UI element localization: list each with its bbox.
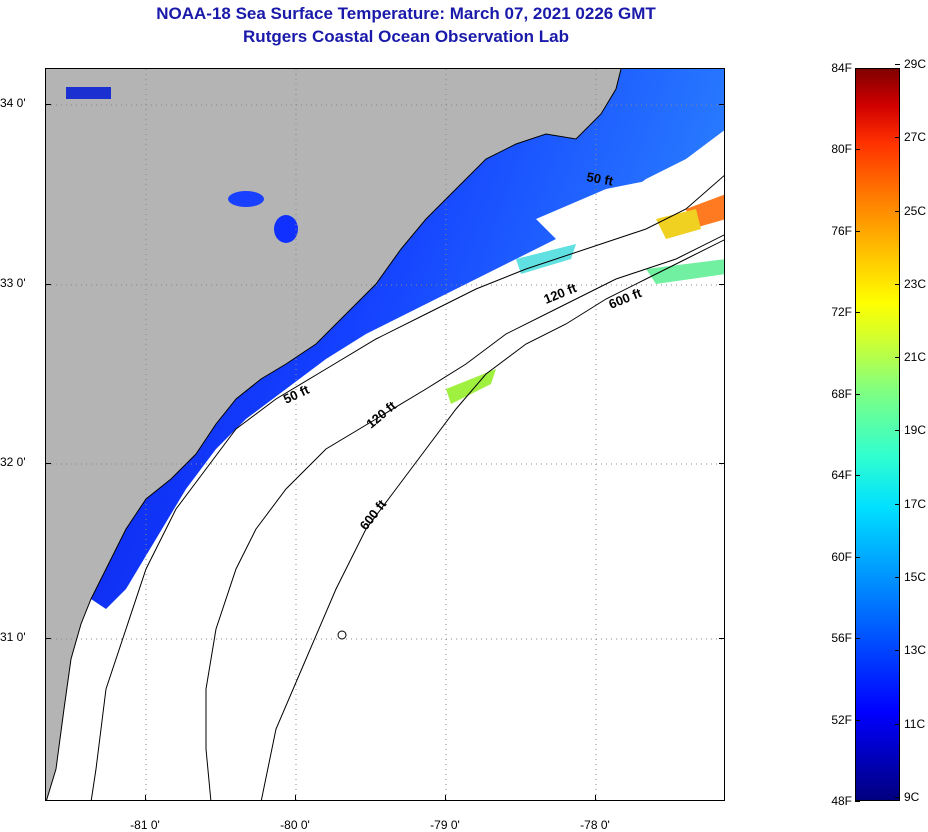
colorbar-tick-f — [855, 475, 860, 477]
colorbar-label-f: 60F — [831, 549, 852, 564]
contour-label-120ft-north: 120 ft — [542, 280, 580, 307]
colorbar-tick-c — [895, 577, 900, 579]
colorbar-tick-c — [895, 650, 900, 652]
colorbar-label-c: 23C — [904, 276, 927, 291]
colorbar-label-c: 9C — [904, 789, 920, 804]
colorbar-label-c: 29C — [904, 56, 927, 71]
sst-map-canvas: 50 ft 120 ft 600 ft 50 ft 120 ft 600 ft — [46, 69, 724, 800]
graticule — [46, 69, 724, 800]
lat-label-32: 32 0' — [0, 455, 26, 469]
colorbar-tick-c — [895, 210, 900, 212]
lat-label-31: 31 0' — [0, 630, 26, 644]
contour-label-50ft-north: 50 ft — [585, 169, 615, 189]
colorbar-tick-c — [895, 357, 900, 359]
sst-water-band — [91, 69, 724, 609]
colorbar-tick-c — [895, 283, 900, 285]
colorbar-tick-f — [855, 68, 860, 69]
colorbar-label-c: 15C — [904, 570, 927, 585]
colorbar-label-f: 64F — [831, 468, 852, 483]
cyan-patch — [516, 244, 576, 274]
coastline — [46, 69, 622, 800]
colorbar-tick-c — [895, 723, 900, 725]
warm-patch-yellow — [656, 209, 701, 239]
colorbar-tick-c — [895, 503, 900, 505]
colorbar-label-c: 27C — [904, 130, 927, 145]
colorbar-label-f: 68F — [831, 386, 852, 401]
cloud-patch — [536, 177, 686, 239]
lake-3 — [66, 87, 111, 99]
colorbar-tick-f — [855, 149, 860, 151]
lake-2 — [228, 191, 264, 207]
lon-label-80: -80 0' — [280, 818, 310, 832]
colorbar-tick-c — [895, 63, 900, 65]
lake-1 — [274, 215, 298, 243]
lon-label-78: -78 0' — [580, 818, 610, 832]
colorbar-tick-f — [855, 638, 860, 640]
sst-map: 50 ft 120 ft 600 ft 50 ft 120 ft 600 ft — [45, 68, 725, 801]
colorbar-label-f: 72F — [831, 305, 852, 320]
lon-label-81: -81 0' — [130, 818, 160, 832]
colorbar-label-c: 21C — [904, 350, 927, 365]
colorbar-label-c: 19C — [904, 423, 927, 438]
colorbar-tick-f — [855, 312, 860, 314]
lat-label-34: 34 0' — [0, 96, 26, 110]
colorbar-label-f: 76F — [831, 223, 852, 238]
colorbar-label-c: 17C — [904, 496, 927, 511]
bathymetry-contours — [90, 175, 724, 800]
green-patch-2 — [646, 259, 724, 284]
lon-label-79: -79 0' — [430, 818, 460, 832]
colorbar-tick-f — [855, 230, 860, 232]
contour-label-120ft-south: 120 ft — [363, 398, 399, 432]
contour-label-600ft-south: 600 ft — [357, 496, 390, 533]
colorbar-label-f: 56F — [831, 631, 852, 646]
colorbar-tick-f — [855, 801, 860, 802]
colorbar-tick-f — [855, 393, 860, 395]
temperature-colorbar — [855, 68, 900, 801]
colorbar-label-f: 52F — [831, 712, 852, 727]
colorbar-tick-c — [895, 137, 900, 139]
colorbar-tick-f — [855, 719, 860, 721]
colorbar-label-f: 80F — [831, 142, 852, 157]
colorbar-tick-c — [895, 430, 900, 432]
colorbar-tick-f — [855, 556, 860, 558]
land-mass — [46, 69, 621, 800]
colorbar-tick-c — [895, 796, 900, 798]
lat-label-33: 33 0' — [0, 276, 26, 290]
colorbar-label-c: 11C — [904, 716, 926, 731]
map-subtitle: Rutgers Coastal Ocean Observation Lab — [243, 27, 569, 46]
map-title: NOAA-18 Sea Surface Temperature: March 0… — [156, 4, 656, 23]
green-patch — [446, 369, 496, 404]
colorbar-label-c: 25C — [904, 203, 927, 218]
colorbar-label-f: 84F — [831, 61, 852, 75]
colorbar-label-c: 13C — [904, 643, 927, 658]
colorbar-label-f: 48F — [831, 794, 852, 808]
